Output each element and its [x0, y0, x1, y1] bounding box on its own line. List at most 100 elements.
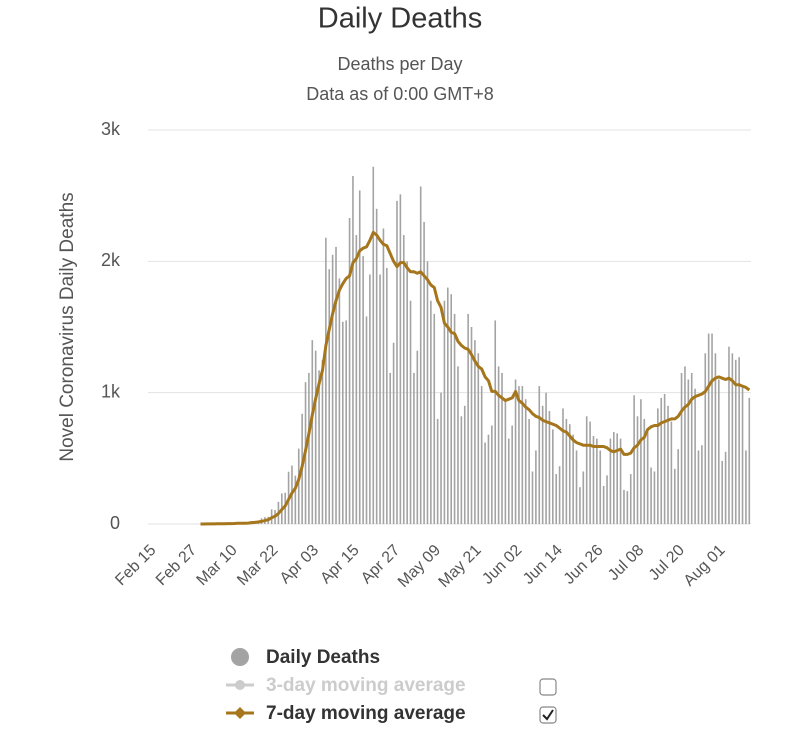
- bar: [419, 186, 422, 524]
- legend-marker: [235, 680, 245, 690]
- bar: [521, 386, 524, 524]
- bar: [704, 353, 707, 524]
- bar: [694, 388, 696, 524]
- bar: [602, 485, 605, 524]
- bar: [497, 366, 500, 524]
- bar: [575, 450, 578, 524]
- y-tick-label: 1k: [101, 381, 121, 401]
- bar: [714, 353, 717, 524]
- bar: [338, 278, 341, 524]
- bar: [633, 395, 635, 524]
- bar: [745, 450, 747, 524]
- bar: [606, 475, 608, 524]
- bar: [623, 489, 625, 524]
- bar: [491, 425, 493, 524]
- bar: [484, 442, 486, 524]
- bar: [463, 405, 466, 524]
- bar: [741, 386, 744, 524]
- bar: [382, 228, 385, 524]
- bar: [375, 208, 378, 525]
- y-axis-label: Novel Coronavirus Daily Deaths: [57, 192, 78, 461]
- x-tick-label: Apr 15: [317, 542, 362, 587]
- bar: [687, 379, 690, 524]
- line: [200, 230, 751, 526]
- x-tick-label: Jul 08: [605, 542, 647, 584]
- bar: [724, 451, 727, 524]
- bar: [321, 359, 324, 524]
- bar: [511, 425, 513, 524]
- bar: [379, 274, 381, 524]
- bar: [748, 397, 751, 524]
- bar: [514, 379, 517, 524]
- bar: [541, 405, 544, 524]
- bar: [738, 357, 740, 524]
- bar: [653, 471, 656, 524]
- bar: [640, 399, 642, 524]
- bar: [362, 256, 364, 524]
- bar: [392, 342, 395, 524]
- bar: [663, 393, 666, 524]
- y-tick-label: 0: [110, 513, 120, 533]
- bar: [284, 492, 286, 524]
- bar: [657, 408, 659, 524]
- bar: [430, 300, 432, 524]
- legend-label: 7-day moving average: [266, 703, 466, 724]
- bar: [504, 399, 507, 524]
- bar: [423, 221, 425, 524]
- chart-subtitle: Deaths per Day: [337, 54, 462, 74]
- bar: [535, 450, 537, 524]
- bar: [501, 372, 503, 524]
- bar: [318, 370, 320, 524]
- bar: [582, 471, 585, 524]
- bar: [589, 421, 591, 524]
- bar: [538, 386, 541, 524]
- bar: [389, 372, 392, 524]
- legend-checkbox[interactable]: [539, 678, 557, 696]
- bar: [707, 333, 710, 524]
- bar: [650, 467, 652, 524]
- bar: [524, 399, 527, 524]
- bar: [701, 445, 703, 524]
- bar: [433, 313, 436, 524]
- bar: [477, 353, 480, 524]
- bar: [697, 450, 700, 524]
- bar: [562, 408, 564, 524]
- bar: [335, 246, 337, 525]
- legend-label: 3-day moving average: [266, 675, 466, 696]
- bar: [474, 340, 476, 524]
- bar: [413, 372, 415, 524]
- legend-checkbox[interactable]: [539, 706, 557, 724]
- bar: [568, 424, 571, 524]
- bar: [636, 416, 639, 524]
- bar: [585, 416, 588, 524]
- bar: [616, 433, 618, 524]
- y-tick-label: 3k: [101, 119, 121, 139]
- bar: [352, 175, 354, 524]
- bar: [728, 346, 730, 524]
- bar: [487, 434, 490, 524]
- bar: [457, 366, 459, 524]
- bar: [721, 460, 724, 524]
- bar: [507, 438, 510, 524]
- bar: [545, 392, 547, 524]
- legend-checkmark: [542, 709, 554, 721]
- bar: [450, 294, 452, 524]
- bar: [396, 200, 398, 525]
- bar: [660, 397, 663, 524]
- bar: [406, 261, 408, 524]
- legend-marker: [231, 648, 249, 666]
- bar: [341, 321, 344, 524]
- bar: [680, 372, 683, 524]
- bar: [436, 418, 439, 524]
- bar: [325, 237, 327, 524]
- bar: [480, 386, 483, 524]
- bar: [443, 300, 446, 524]
- bar: [572, 434, 574, 524]
- legend-label: Daily Deaths: [266, 647, 380, 668]
- bar: [599, 450, 602, 524]
- bar: [297, 448, 300, 524]
- bar: [531, 471, 534, 524]
- bar: [596, 438, 598, 524]
- bar: [386, 267, 388, 524]
- bar: [555, 474, 558, 524]
